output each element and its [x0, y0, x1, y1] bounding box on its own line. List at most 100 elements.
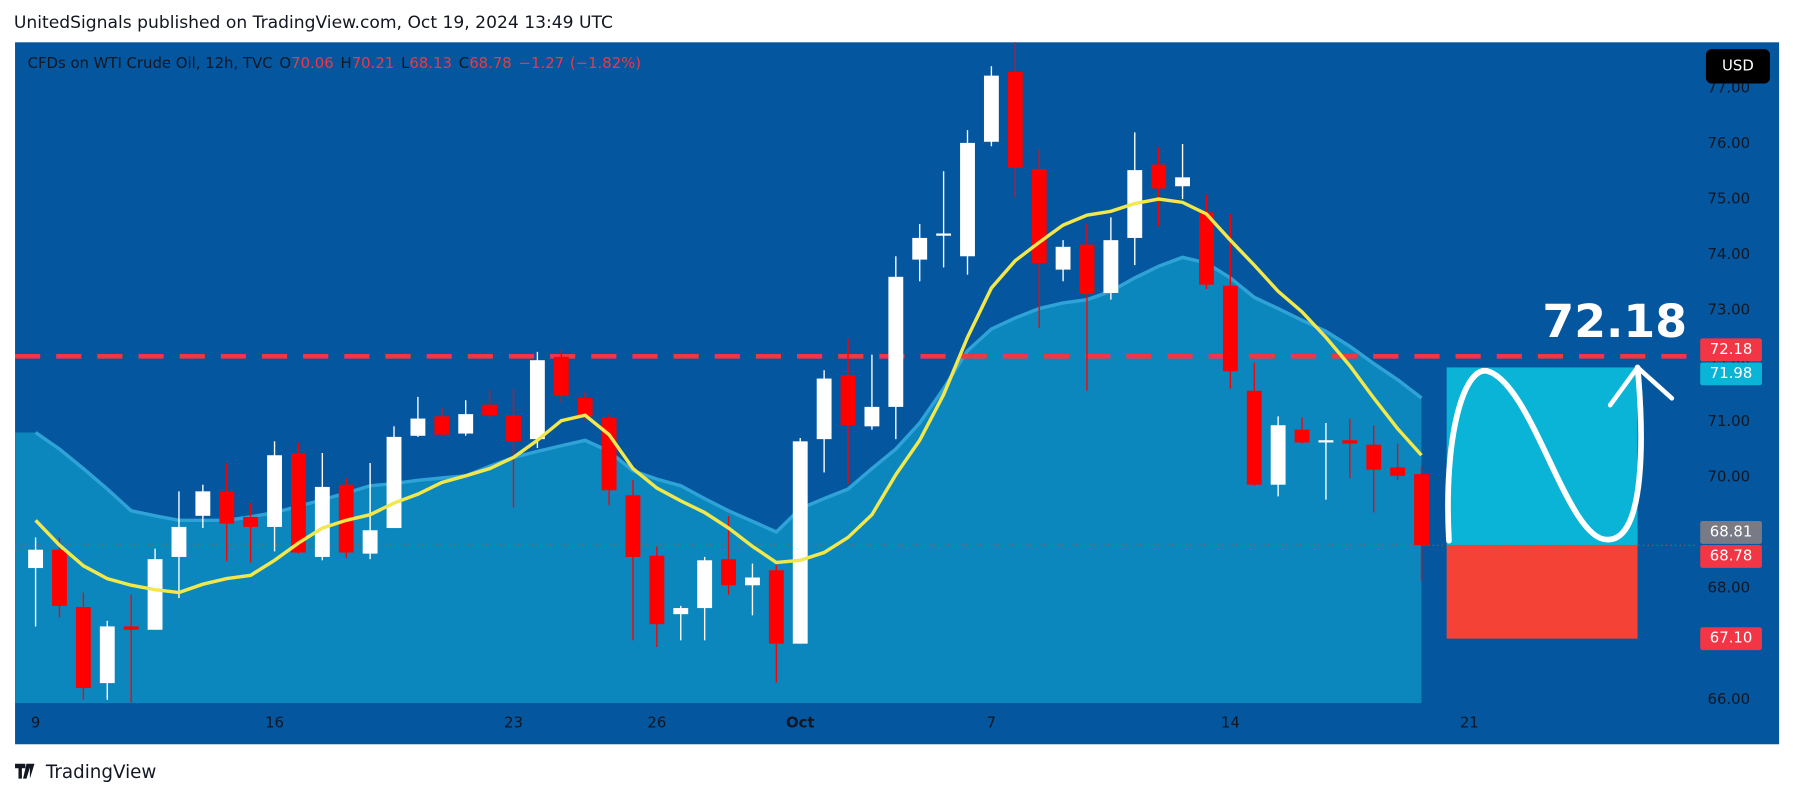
candle-body	[983, 75, 999, 142]
candle-body	[219, 491, 235, 524]
candle-body	[1031, 169, 1047, 263]
candle-body	[888, 276, 904, 407]
x-tick-label: 16	[265, 714, 284, 732]
candle-body	[1151, 164, 1167, 189]
candle-body	[434, 416, 450, 435]
candle-body	[649, 555, 665, 625]
legend-item: H	[341, 54, 352, 72]
candle-body	[171, 526, 187, 557]
chart-layer: 9162326Oct7142166.0067.0068.0069.0070.00…	[15, 42, 1762, 732]
candle-body	[28, 549, 44, 569]
x-tick-label: 26	[647, 714, 666, 732]
y-tick-label: 71.00	[1708, 412, 1751, 430]
candle-body	[936, 233, 952, 236]
candle-body	[314, 486, 330, 557]
legend-item: −1.27	[519, 54, 565, 72]
legend-text: CFDs on WTI Crude Oil, 12h, TVC O70.06 H70…	[28, 54, 641, 72]
candle-body	[291, 453, 306, 553]
candle-body	[386, 436, 402, 529]
candle-body	[195, 491, 211, 516]
drawn-curve	[1445, 364, 1644, 544]
legend-item: 70.06	[291, 54, 334, 72]
x-tick-label: 21	[1460, 714, 1479, 732]
publish-header: UnitedSignals published on TradingView.c…	[14, 13, 613, 33]
legend: CFDs on WTI Crude Oil, 12h, TVC O70.06 H70…	[28, 54, 641, 72]
candle-body	[721, 559, 736, 586]
candle-body	[75, 606, 91, 689]
candle-body	[625, 495, 641, 557]
x-tick-label: 9	[31, 714, 40, 732]
candle-body	[697, 560, 713, 609]
level-annotation: 72.18	[1542, 295, 1687, 348]
price-label-bg	[1700, 362, 1762, 386]
price-label: 68.81	[1710, 522, 1753, 540]
x-tick-label: Oct	[786, 714, 815, 732]
candle-body	[1103, 240, 1119, 293]
candle-body	[553, 356, 569, 396]
candle-body	[362, 530, 378, 554]
candle-body	[1390, 467, 1406, 476]
candle-body	[267, 455, 282, 527]
price-label: 72.18	[1710, 340, 1753, 358]
candle-body	[99, 626, 115, 684]
candle-body	[1199, 212, 1214, 285]
candle-body	[1366, 444, 1382, 470]
candle-body	[1055, 246, 1071, 270]
candle-body	[912, 237, 928, 260]
candle-body	[1270, 425, 1286, 485]
legend-item: 68.13	[409, 54, 452, 72]
logo-icon	[15, 763, 35, 779]
brand-name: TradingView	[45, 762, 157, 783]
candle-body	[410, 418, 426, 436]
legend-item: L	[401, 54, 410, 72]
candle-body	[1246, 390, 1262, 485]
currency-label[interactable]: USD	[1722, 56, 1754, 74]
x-tick-label: 7	[987, 714, 996, 732]
candle-body	[601, 417, 617, 491]
x-tick-label: 14	[1221, 714, 1240, 732]
candle-body	[577, 397, 593, 417]
legend-item: 68.78	[469, 54, 512, 72]
candle-body	[673, 608, 689, 615]
legend-item: O	[279, 54, 291, 72]
legend-item: C	[459, 54, 469, 72]
candle-body	[52, 549, 67, 606]
y-tick-label: 73.00	[1708, 301, 1751, 319]
price-label-bg	[1700, 627, 1762, 651]
candle-body	[840, 375, 856, 426]
y-tick-label: 68.00	[1708, 579, 1751, 597]
band-area	[15, 257, 1422, 704]
y-tick-label: 74.00	[1708, 245, 1751, 263]
legend-item: 70.21	[352, 54, 395, 72]
candle-body	[864, 406, 880, 427]
footer-logo: TradingView	[15, 762, 156, 783]
candle-body	[1342, 440, 1358, 444]
y-tick-label: 70.00	[1708, 467, 1751, 485]
target-zone	[1446, 367, 1638, 546]
candle-body	[458, 414, 474, 434]
legend-item: (−1.82%)	[570, 54, 641, 72]
candle-body	[123, 626, 139, 630]
candle-body	[1175, 177, 1190, 187]
price-label-bg	[1700, 521, 1762, 544]
candle-body	[960, 142, 975, 257]
legend-item: CFDs on WTI Crude Oil, 12h, TVC	[28, 54, 273, 72]
candle-body	[1007, 71, 1023, 168]
ma-line	[34, 197, 1423, 595]
candle-body	[792, 441, 808, 644]
candle-body	[1079, 244, 1095, 295]
candle-body	[1222, 285, 1238, 372]
stop-zone	[1446, 545, 1638, 639]
x-tick-label: 23	[504, 714, 523, 732]
price-label: 68.78	[1710, 546, 1753, 564]
candle-body	[745, 577, 760, 586]
currency-button[interactable]	[1705, 49, 1770, 84]
candle-body	[1318, 440, 1334, 443]
candle-body	[147, 559, 163, 630]
candle-body	[529, 360, 545, 440]
candle-body	[243, 516, 259, 527]
candle-body	[506, 415, 521, 442]
y-tick-label: 75.00	[1708, 190, 1751, 208]
price-label-bg	[1700, 545, 1762, 568]
